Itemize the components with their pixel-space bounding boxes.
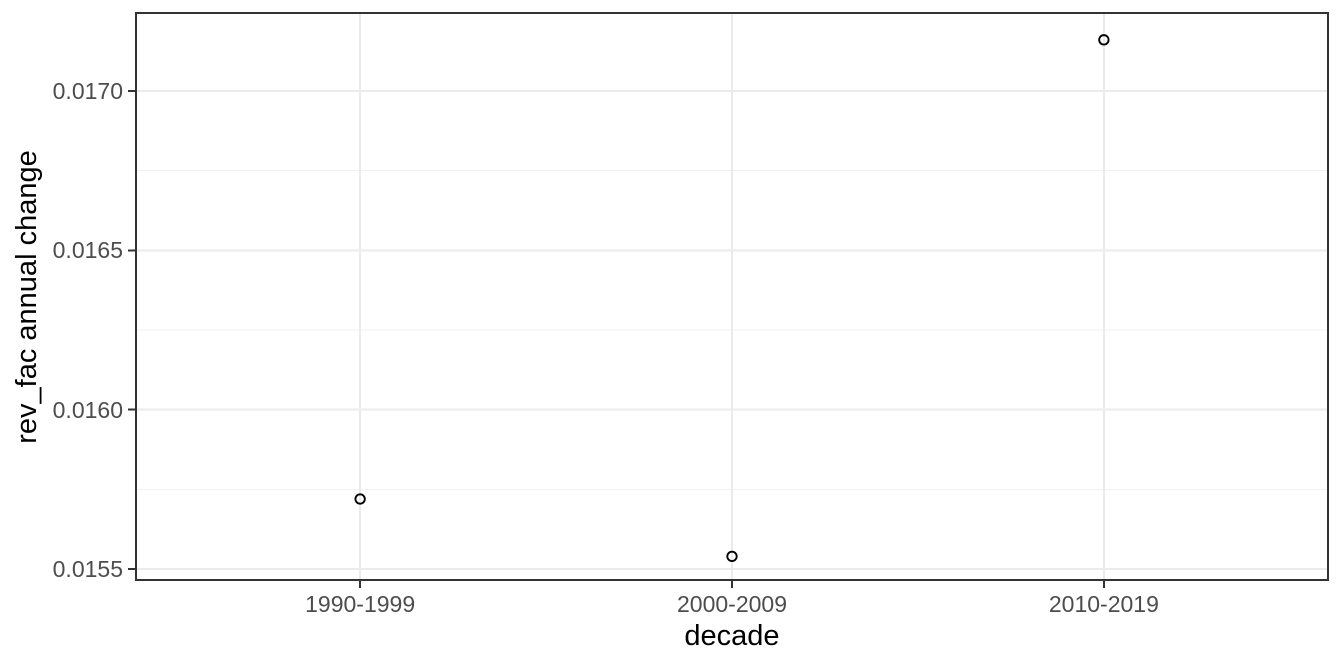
x-tick-label: 2000-2009 bbox=[677, 591, 787, 617]
data-point-2010-2019 bbox=[1098, 34, 1110, 46]
data-point-2000-2009 bbox=[726, 550, 738, 563]
x-tick-label: 1990-1999 bbox=[305, 591, 416, 617]
x-tick-label: 2010-2019 bbox=[1048, 591, 1159, 617]
data-point-1990-1999 bbox=[354, 493, 366, 505]
x-axis-title: decade bbox=[684, 620, 780, 652]
y-tick-label: 0.0165 bbox=[52, 237, 123, 264]
panel-border bbox=[135, 12, 1329, 581]
y-tick-label: 0.0160 bbox=[52, 396, 123, 423]
y-axis-title: rev_fac annual change bbox=[11, 150, 43, 444]
y-tick-label: 0.0155 bbox=[52, 556, 123, 583]
y-tick-label: 0.0170 bbox=[52, 77, 123, 104]
